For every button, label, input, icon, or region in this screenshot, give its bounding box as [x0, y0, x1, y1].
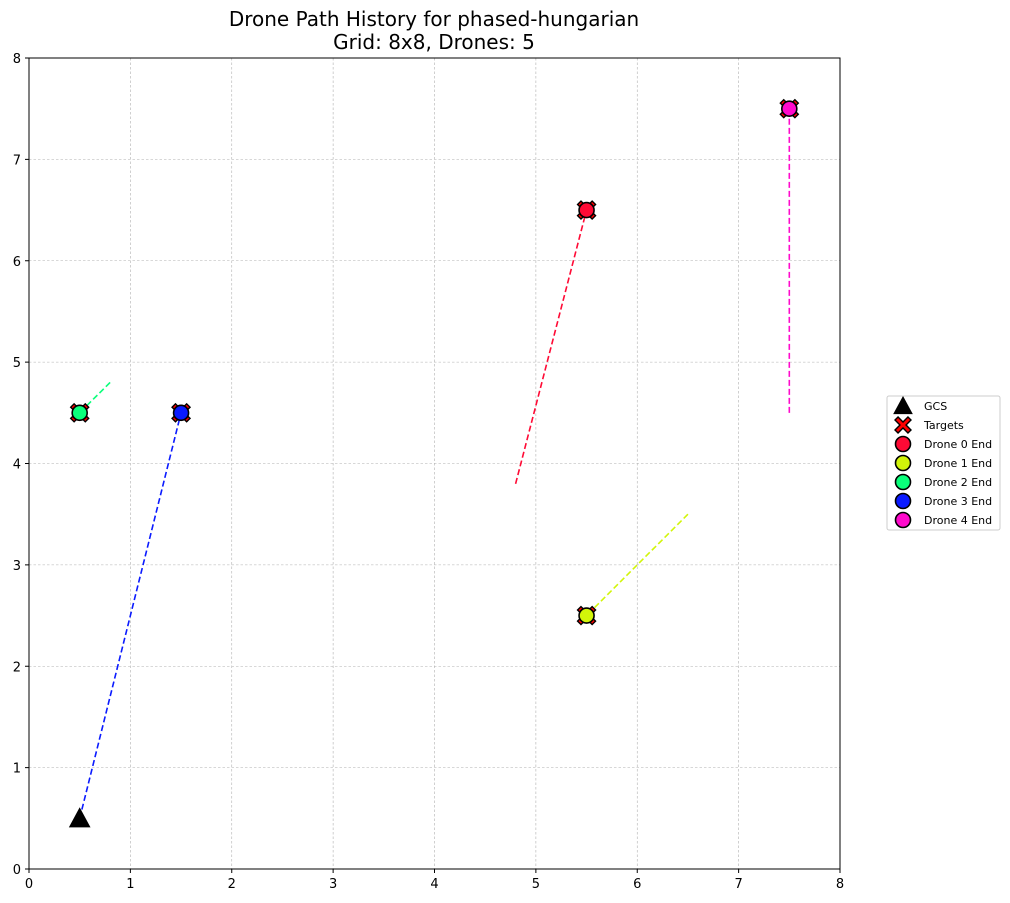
legend-label: Drone 1 End — [924, 457, 992, 470]
x-tick-label: 1 — [126, 877, 134, 892]
legend-drone-symbol — [894, 473, 912, 491]
chart-subtitle: Grid: 8x8, Drones: 5 — [333, 30, 535, 54]
chart-title: Drone Path History for phased-hungarian — [229, 7, 639, 31]
y-tick-label: 2 — [13, 660, 21, 675]
legend-drone-symbol — [894, 454, 912, 472]
legend-drone-symbol — [894, 511, 912, 529]
x-tick-label: 8 — [836, 877, 844, 892]
y-tick-label: 1 — [13, 762, 21, 777]
x-tick-label: 3 — [329, 877, 337, 892]
legend-gcs-symbol — [893, 395, 913, 415]
drone-1-path — [585, 513, 689, 617]
x-tick-label: 4 — [430, 877, 438, 892]
chart-markers — [68, 98, 800, 828]
legend-drone-symbol — [894, 435, 912, 453]
drone-paths — [78, 108, 791, 819]
legend-label: Drone 4 End — [924, 514, 992, 527]
drone-3-end-marker — [172, 404, 190, 422]
y-tick-label: 5 — [13, 356, 21, 371]
legend-box — [886, 395, 1001, 531]
drone-1-end-marker — [578, 607, 595, 624]
legend: GCS Targets Drone 0 End Drone 1 End Drone 2 … — [886, 395, 1001, 531]
x-tick-label: 7 — [734, 877, 742, 892]
legend-drone-symbol — [894, 492, 912, 510]
axis-ticks: 0 1 2 3 4 5 6 7 8 0 1 2 3 4 5 6 7 8 — [13, 52, 844, 892]
y-tick-label: 3 — [13, 559, 21, 574]
y-tick-label: 6 — [13, 255, 21, 270]
drone-2-end-marker — [71, 404, 88, 422]
gcs-marker — [68, 807, 91, 828]
grid-lines — [28, 57, 841, 870]
x-tick-label: 6 — [633, 877, 641, 892]
drone-3-path — [78, 412, 182, 819]
drone-0-end-marker — [578, 201, 595, 219]
drone-4-end-marker — [781, 100, 798, 117]
x-tick-label: 5 — [532, 877, 540, 892]
drone-0-path — [514, 209, 588, 484]
legend-label: Drone 0 End — [924, 438, 992, 451]
legend-label: Drone 3 End — [924, 495, 992, 508]
legend-label: Targets — [923, 419, 964, 432]
legend-label: Drone 2 End — [924, 476, 992, 489]
y-tick-label: 7 — [13, 153, 21, 168]
y-tick-label: 0 — [13, 863, 21, 878]
y-tick-label: 8 — [13, 52, 21, 67]
legend-label: GCS — [924, 400, 947, 413]
drone-2-path — [79, 381, 111, 414]
legend-target-symbol — [894, 416, 912, 434]
x-tick-label: 2 — [228, 877, 236, 892]
y-tick-label: 4 — [13, 458, 21, 473]
x-tick-label: 0 — [25, 877, 33, 892]
